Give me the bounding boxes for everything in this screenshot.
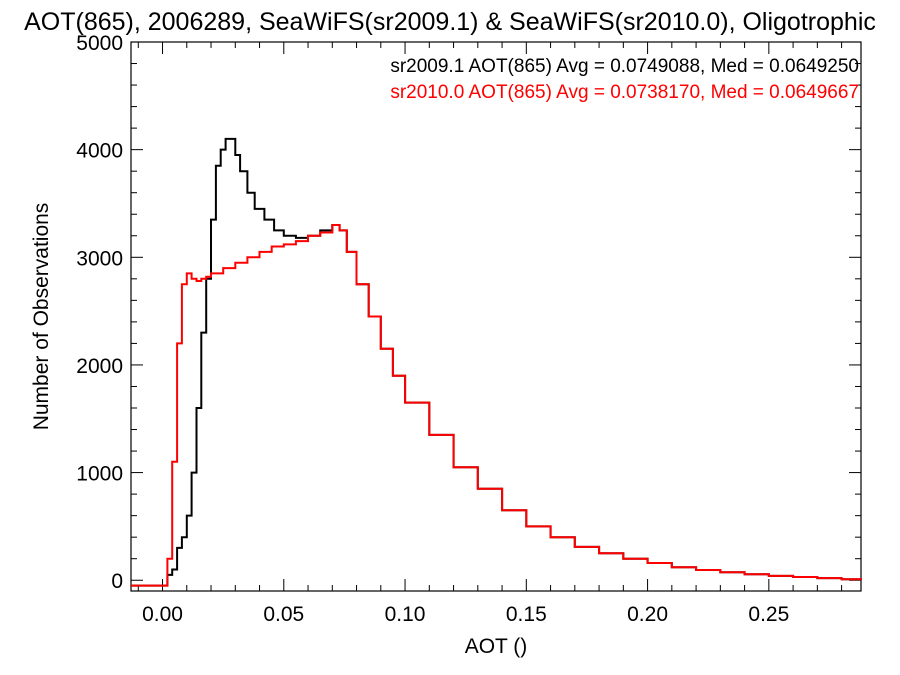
y-tick-label: 3000 [76, 247, 123, 270]
stats-annotation-sr2010: sr2010.0 AOT(865) Avg = 0.0738170, Med =… [390, 82, 859, 103]
x-tick-label: 0.15 [506, 603, 547, 626]
x-tick-label: 0.00 [142, 603, 183, 626]
plot-frame [130, 41, 862, 592]
x-tick-label: 0.05 [263, 603, 304, 626]
y-axis-label: Number of Observations [30, 203, 53, 431]
series-layer [131, 137, 862, 587]
y-tick-label: 1000 [76, 463, 123, 486]
chart-title: AOT(865), 2006289, SeaWiFS(sr2009.1) & S… [24, 8, 876, 36]
axis-ticks: 0.00 0.05 0.10 0.15 0.20 0.25 0 1000 2000 3000 400… [76, 32, 861, 626]
y-tick-label: 5000 [76, 32, 123, 55]
series-line-sr2010.0 [131, 224, 862, 587]
y-tick-label: 2000 [76, 355, 123, 378]
x-tick-label: 0.25 [748, 603, 789, 626]
y-tick-label: 4000 [76, 140, 123, 163]
y-tick-label: 0 [111, 570, 123, 593]
stats-annotation-sr2009: sr2009.1 AOT(865) Avg = 0.0749088, Med =… [390, 56, 859, 77]
series-line-sr2009.1 [131, 137, 862, 587]
x-axis-label: AOT () [465, 635, 528, 658]
x-tick-label: 0.20 [627, 603, 668, 626]
x-tick-label: 0.10 [385, 603, 426, 626]
